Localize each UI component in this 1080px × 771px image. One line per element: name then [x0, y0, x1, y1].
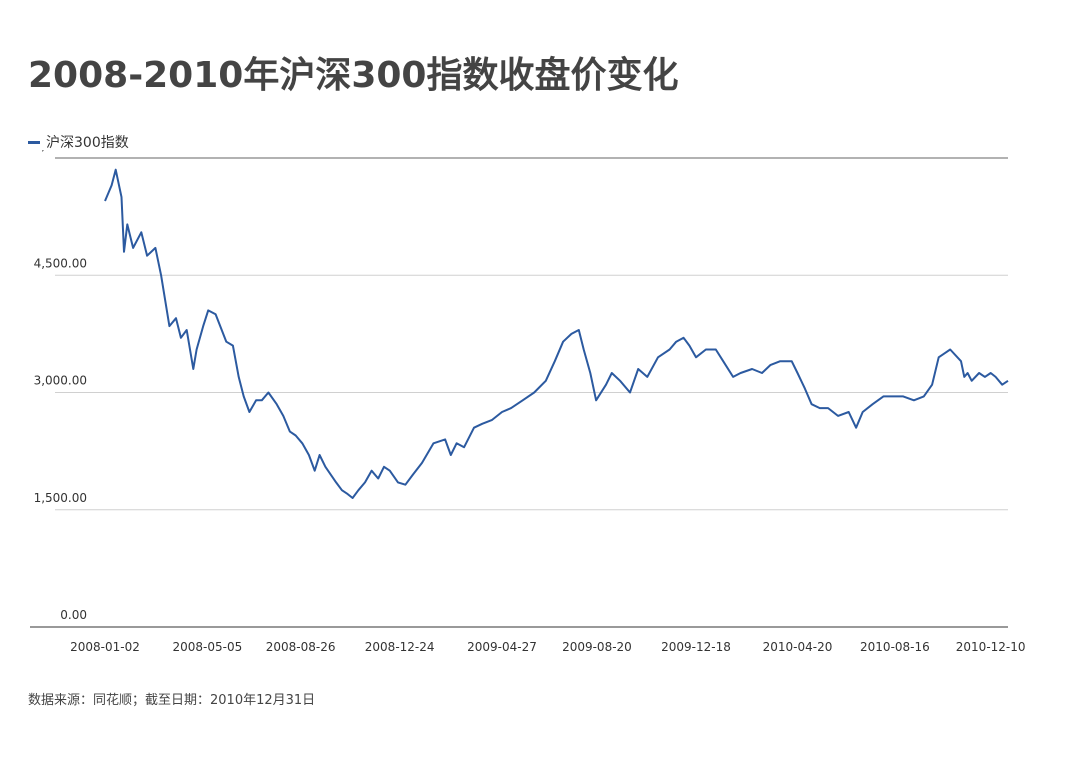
- source-note: 数据来源：同花顺；截至日期：2010年12月31日: [28, 693, 316, 708]
- y-tick-label: 3,000.00: [34, 374, 87, 388]
- line-chart: 0.00 1,500.00 3,000.00 4,500.00 6,000.00 200…: [30, 150, 1026, 654]
- x-tick-label: 2010-04-20: [763, 640, 833, 654]
- legend-label: 沪深300指数: [46, 135, 129, 151]
- x-axis-ticks: 2008-01-02 2008-05-05 2008-08-26 2008-12-24…: [70, 640, 1025, 654]
- gridlines: [30, 157, 1008, 628]
- x-tick-label: 2008-12-24: [365, 640, 435, 654]
- y-tick-label: 1,500.00: [34, 491, 87, 505]
- x-tick-label: 2008-05-05: [172, 640, 242, 654]
- legend-swatch: [28, 140, 40, 144]
- series-line: [104, 168, 1009, 499]
- x-tick-label: 2010-08-16: [860, 640, 930, 654]
- x-tick-label: 2009-04-27: [467, 640, 537, 654]
- y-tick-label: 6,000.00: [34, 150, 87, 153]
- x-tick-label: 2009-08-20: [562, 640, 632, 654]
- x-tick-label: 2008-01-02: [70, 640, 140, 654]
- x-tick-label: 2010-12-10: [956, 640, 1026, 654]
- y-axis-ticks: 0.00 1,500.00 3,000.00 4,500.00 6,000.00: [34, 150, 87, 622]
- y-tick-label: 4,500.00: [34, 256, 87, 270]
- chart-title: 2008-2010年沪深300指数收盘价变化: [28, 55, 679, 96]
- series-layer: [104, 168, 1009, 499]
- x-tick-label: 2009-12-18: [661, 640, 731, 654]
- y-tick-label: 0.00: [60, 608, 87, 622]
- legend: 沪深300指数: [28, 132, 129, 152]
- x-tick-label: 2008-08-26: [266, 640, 336, 654]
